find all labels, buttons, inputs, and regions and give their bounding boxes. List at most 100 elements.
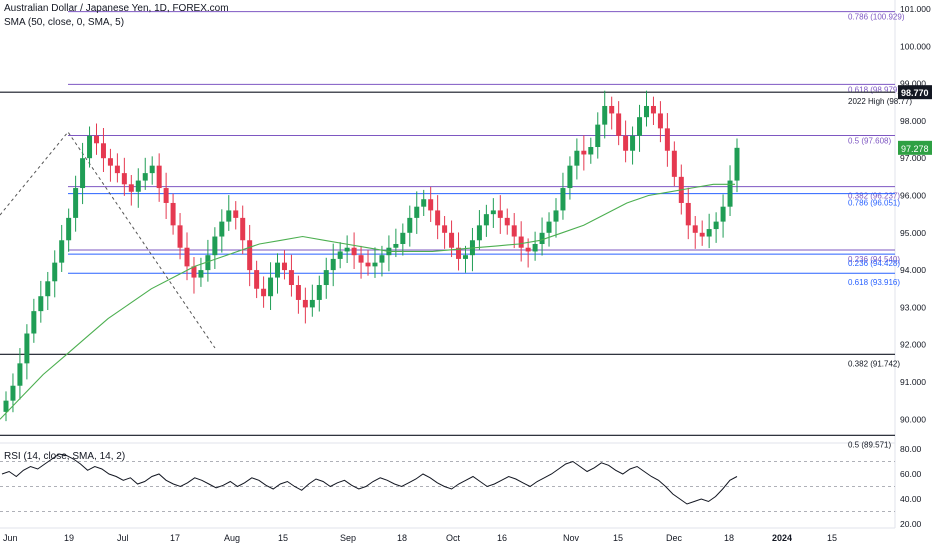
price-tick-label: 99.000 <box>900 79 926 89</box>
candle-body <box>337 251 343 259</box>
price-tick-label: 101.000 <box>900 4 931 14</box>
candle-body <box>80 158 86 189</box>
candle-body <box>184 247 190 267</box>
candle-body <box>574 150 580 166</box>
candle-body <box>240 217 246 241</box>
price-tick-label: 98.000 <box>900 116 926 126</box>
rsi-indicator-label[interactable]: RSI (14, close, SMA, 14, 2) <box>4 451 126 462</box>
candle-body <box>226 210 232 222</box>
candle-body <box>344 247 350 252</box>
candle-body <box>462 255 468 259</box>
candle-body <box>73 188 79 218</box>
fib-level-label: 0.5 (97.608) <box>848 137 891 146</box>
candle-body <box>302 299 308 308</box>
candle-body <box>323 270 329 286</box>
candle-body <box>281 262 287 271</box>
candle-body <box>685 202 691 226</box>
candle-body <box>163 188 169 203</box>
candle-body <box>407 217 413 233</box>
price-tick-label: 96.000 <box>900 191 926 201</box>
fib-level-label: 0.382 (91.742) <box>848 359 900 368</box>
candle-body <box>734 147 740 181</box>
candle-body <box>191 266 197 278</box>
candle-body <box>483 214 489 226</box>
candle-body <box>630 135 636 151</box>
candle-body <box>87 135 93 159</box>
candle-body <box>595 124 601 148</box>
candle-body <box>31 311 37 334</box>
candle-body <box>567 165 573 189</box>
candle-body <box>3 400 9 412</box>
candle-body <box>247 240 253 271</box>
candle-body <box>309 299 315 308</box>
time-tick-label: Nov <box>563 533 580 543</box>
fib-level-label: 0.382 (96.237) <box>848 192 900 201</box>
candle-body <box>650 105 656 114</box>
candle-body <box>518 236 524 248</box>
high-price-badge <box>898 85 932 100</box>
time-tick-label: 15 <box>827 533 837 543</box>
candle-body <box>511 225 517 237</box>
candle-body <box>94 135 100 144</box>
candle-body <box>45 281 51 297</box>
candle-body <box>623 135 629 151</box>
candle-body <box>616 113 622 136</box>
candle-body <box>421 199 427 207</box>
candle-body <box>38 296 44 312</box>
candle-body <box>442 225 448 233</box>
candle-body <box>699 232 705 237</box>
time-tick-label: 15 <box>278 533 288 543</box>
candle-body <box>59 240 65 263</box>
candle-body <box>261 288 267 297</box>
high-price-badge-label: 98.770 <box>901 88 929 98</box>
fib-level-label: 2022 High (98.77) <box>848 97 912 106</box>
candle-body <box>268 277 274 297</box>
sma-indicator-label[interactable]: SMA (50, close, 0, SMA, 5) <box>4 17 125 28</box>
time-tick-label: Dec <box>666 533 683 543</box>
time-tick-label: Jul <box>117 533 129 543</box>
price-tick-label: 97.000 <box>900 153 926 163</box>
time-tick-label: 18 <box>724 533 734 543</box>
fib-level-label: 0.786 (96.051) <box>848 199 900 208</box>
candle-body <box>428 199 434 211</box>
candle-body <box>52 262 58 282</box>
candle-body <box>114 165 120 174</box>
candle-body <box>546 221 552 233</box>
candle-body <box>17 363 23 386</box>
price-tick-label: 92.000 <box>900 340 926 350</box>
fib-level-label: 0.5 (89.571) <box>848 440 891 449</box>
candle-body <box>713 221 719 230</box>
candle-body <box>219 221 225 237</box>
candle-body <box>365 262 371 267</box>
last-price-badge <box>898 140 932 155</box>
rsi-tick-label: 80.00 <box>900 444 922 454</box>
candle-body <box>504 217 510 226</box>
candle-body <box>609 105 615 114</box>
time-tick-label: 16 <box>497 533 507 543</box>
price-tick-label: 95.000 <box>900 228 926 238</box>
time-tick-label: Sep <box>340 533 356 543</box>
candle-body <box>525 247 531 252</box>
candle-body <box>664 128 670 151</box>
candle-body <box>10 385 16 401</box>
candle-body <box>100 143 106 159</box>
rsi-tick-label: 40.00 <box>900 494 922 504</box>
candle-body <box>497 210 503 218</box>
candle-body <box>66 217 72 241</box>
time-tick-label: Jun <box>3 533 18 543</box>
candle-body <box>316 285 322 300</box>
fib-level-label: 0.236 (94.428) <box>848 259 900 268</box>
price-tick-label: 94.000 <box>900 265 926 275</box>
candle-body <box>581 150 587 155</box>
fib-level-label: 0.786 (100.929) <box>848 13 905 22</box>
candle-body <box>456 247 462 259</box>
time-tick-label: Oct <box>446 533 461 543</box>
candle-body <box>135 180 141 192</box>
candle-body <box>295 285 301 300</box>
candle-body <box>706 229 712 237</box>
candle-body <box>720 206 726 222</box>
time-tick-label: 17 <box>170 533 180 543</box>
candle-body <box>532 243 538 252</box>
